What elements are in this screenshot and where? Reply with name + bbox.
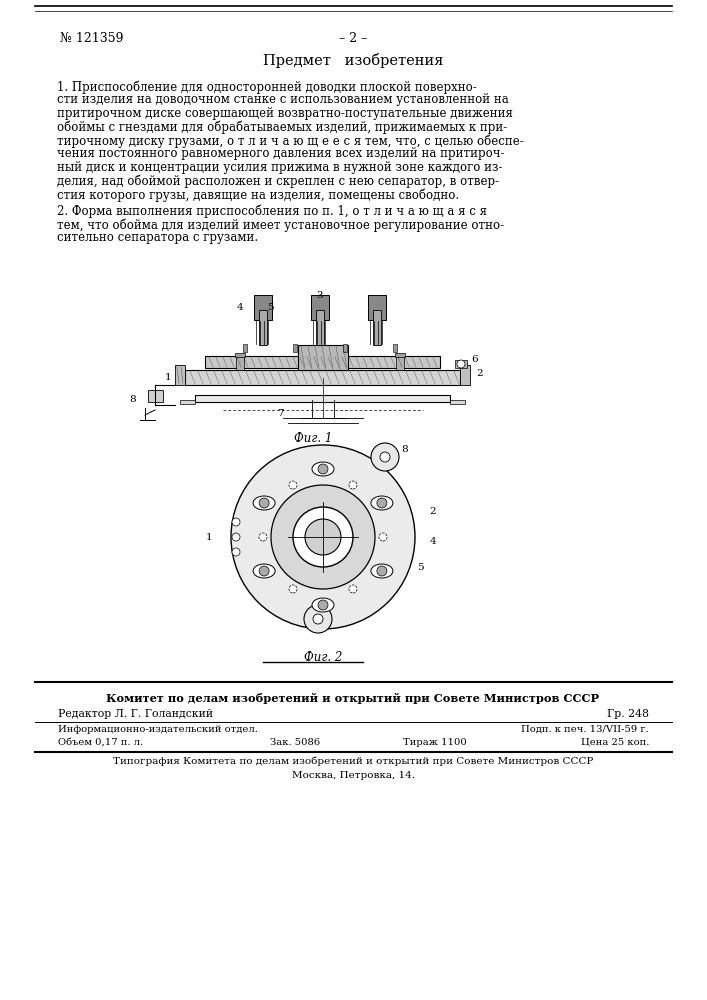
Bar — [205, 356, 440, 368]
Circle shape — [289, 585, 297, 593]
Circle shape — [377, 498, 387, 508]
Text: Москва, Петровка, 14.: Москва, Петровка, 14. — [291, 771, 414, 780]
Circle shape — [377, 566, 387, 576]
Ellipse shape — [253, 496, 275, 510]
Text: Редактор Л. Г. Голандский: Редактор Л. Г. Голандский — [58, 709, 213, 719]
Bar — [195, 395, 450, 402]
Circle shape — [232, 518, 240, 526]
Ellipse shape — [371, 496, 393, 510]
Circle shape — [304, 605, 332, 633]
Bar — [343, 344, 347, 352]
Circle shape — [232, 548, 240, 556]
Bar — [259, 310, 267, 345]
Circle shape — [259, 498, 269, 508]
Bar — [396, 356, 404, 370]
Bar — [236, 356, 244, 370]
Text: Цена 25 коп.: Цена 25 коп. — [580, 738, 649, 747]
Bar — [368, 295, 386, 320]
Text: тем, что обойма для изделий имеет установочное регулирование отно-: тем, что обойма для изделий имеет устано… — [57, 218, 504, 232]
Bar — [243, 344, 247, 352]
Text: Объем 0,17 п. л.: Объем 0,17 п. л. — [58, 738, 143, 747]
Bar — [185, 370, 460, 385]
Circle shape — [271, 485, 375, 589]
Text: 3: 3 — [317, 292, 323, 300]
Ellipse shape — [253, 564, 275, 578]
Text: 8: 8 — [129, 395, 136, 404]
Text: сти изделия на доводочном станке с использованием установленной на: сти изделия на доводочном станке с испол… — [57, 94, 509, 106]
Text: делия, над обоймой расположен и скреплен с нею сепаратор, в отвер-: делия, над обоймой расположен и скреплен… — [57, 174, 499, 188]
Text: 1: 1 — [206, 532, 212, 542]
Circle shape — [313, 614, 323, 624]
Bar — [393, 344, 397, 352]
Ellipse shape — [312, 462, 334, 476]
Circle shape — [349, 585, 357, 593]
Text: 5: 5 — [267, 304, 274, 312]
Bar — [311, 295, 329, 320]
Circle shape — [293, 507, 353, 567]
Bar — [460, 365, 470, 385]
Text: – 2 –: – 2 – — [339, 31, 367, 44]
Circle shape — [231, 445, 415, 629]
Text: притирочном диске совершающей возвратно-поступательные движения: притирочном диске совершающей возвратно-… — [57, 107, 513, 120]
Bar — [148, 390, 163, 402]
Text: 4: 4 — [430, 538, 436, 546]
Text: 7: 7 — [276, 408, 284, 418]
Text: Тираж 1100: Тираж 1100 — [403, 738, 467, 747]
Text: ный диск и концентрации усилия прижима в нужной зоне каждого из-: ный диск и концентрации усилия прижима в… — [57, 161, 503, 174]
Text: чения постоянного равномерного давления всех изделий на притироч-: чения постоянного равномерного давления … — [57, 147, 505, 160]
Circle shape — [259, 566, 269, 576]
Text: Зак. 5086: Зак. 5086 — [270, 738, 320, 747]
Text: 8: 8 — [402, 444, 409, 454]
Circle shape — [379, 533, 387, 541]
Bar — [180, 400, 195, 404]
Text: 1: 1 — [165, 372, 171, 381]
Bar — [455, 360, 467, 368]
Text: 3: 3 — [334, 542, 341, 552]
Text: Гр. 248: Гр. 248 — [607, 709, 649, 719]
Circle shape — [349, 481, 357, 489]
Ellipse shape — [371, 564, 393, 578]
Bar — [254, 295, 272, 320]
Text: Комитет по делам изобретений и открытий при Совете Министров СССР: Комитет по делам изобретений и открытий … — [107, 693, 600, 704]
Bar — [373, 310, 381, 345]
Text: сительно сепаратора с грузами.: сительно сепаратора с грузами. — [57, 232, 258, 244]
Bar — [450, 400, 465, 404]
Circle shape — [457, 360, 465, 368]
Circle shape — [318, 600, 328, 610]
Circle shape — [289, 481, 297, 489]
Text: 6: 6 — [472, 356, 479, 364]
Ellipse shape — [312, 598, 334, 612]
Bar — [235, 353, 245, 357]
Text: Информационно-издательский отдел.: Информационно-издательский отдел. — [58, 725, 258, 734]
Text: Фиг. 1: Фиг. 1 — [294, 432, 332, 445]
Text: 2. Форма выполнения приспособления по п. 1, о т л и ч а ю щ а я с я: 2. Форма выполнения приспособления по п.… — [57, 205, 487, 218]
Bar — [316, 310, 324, 345]
Circle shape — [259, 533, 267, 541]
Bar — [395, 353, 405, 357]
Text: Фиг. 2: Фиг. 2 — [304, 651, 342, 664]
Circle shape — [380, 452, 390, 462]
Circle shape — [305, 519, 341, 555]
Text: Предмет   изобретения: Предмет изобретения — [263, 52, 443, 68]
Text: 5: 5 — [416, 562, 423, 572]
Text: тирочному диску грузами, о т л и ч а ю щ е е с я тем, что, с целью обеспе-: тирочному диску грузами, о т л и ч а ю щ… — [57, 134, 524, 147]
Circle shape — [318, 464, 328, 474]
Text: Типография Комитета по делам изобретений и открытий при Совете Министров СССР: Типография Комитета по делам изобретений… — [113, 757, 593, 766]
Text: 1. Приспособление для односторонней доводки плоской поверхно-: 1. Приспособление для односторонней дово… — [57, 80, 477, 94]
Text: 4: 4 — [237, 304, 243, 312]
Circle shape — [371, 443, 399, 471]
Text: № 121359: № 121359 — [60, 31, 124, 44]
Bar — [298, 345, 348, 370]
Text: обоймы с гнездами для обрабатываемых изделий, прижимаемых к при-: обоймы с гнездами для обрабатываемых изд… — [57, 120, 507, 134]
Text: стия которого грузы, давящие на изделия, помещены свободно.: стия которого грузы, давящие на изделия,… — [57, 188, 459, 202]
Circle shape — [232, 533, 240, 541]
Bar — [293, 344, 297, 352]
Text: 2: 2 — [430, 508, 436, 516]
Text: Подп. к печ. 13/VII-59 г.: Подп. к печ. 13/VII-59 г. — [521, 725, 649, 734]
Bar — [175, 365, 185, 385]
Text: 2: 2 — [477, 369, 484, 378]
